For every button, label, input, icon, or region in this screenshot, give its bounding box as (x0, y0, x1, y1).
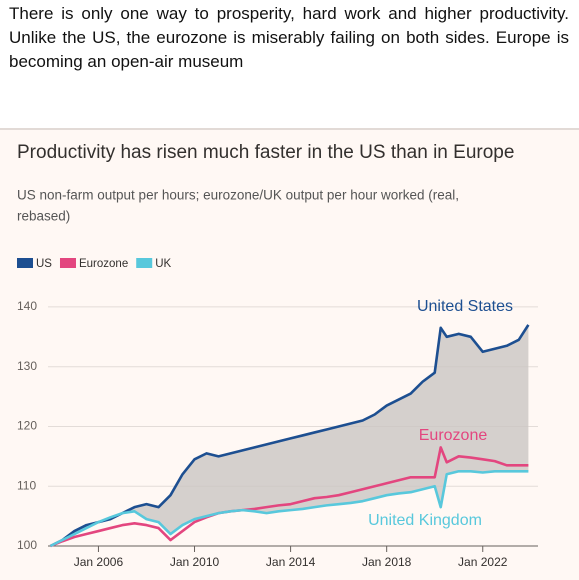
legend-label: UK (155, 258, 171, 270)
x-tick-label: Jan 2006 (74, 555, 124, 569)
y-tick-label: 120 (17, 419, 37, 433)
y-tick-label: 140 (17, 299, 37, 313)
x-tick-label: Jan 2010 (170, 555, 220, 569)
series-annotation: United Kingdom (368, 512, 482, 529)
legend-swatch (59, 258, 76, 268)
chart-subtitle: rebased) (17, 209, 70, 224)
legend-swatch (17, 258, 33, 268)
fill-between-area (50, 324, 529, 546)
series-annotation: Eurozone (419, 427, 488, 444)
series-annotation: United States (417, 298, 513, 315)
y-tick-label: 110 (17, 478, 36, 492)
chart-title: Productivity has risen much faster in th… (17, 142, 514, 163)
post-text: There is only one way to prosperity, har… (9, 4, 569, 71)
chart: Productivity has risen much faster in th… (0, 128, 579, 580)
x-tick-label: Jan 2014 (266, 555, 316, 569)
series-line (49, 324, 530, 548)
x-tick-label: Jan 2022 (458, 555, 508, 569)
series-line (49, 469, 529, 548)
y-tick-label: 130 (17, 359, 37, 373)
x-tick-label: Jan 2018 (362, 555, 412, 569)
y-tick-label: 100 (17, 538, 37, 552)
legend-swatch (136, 258, 153, 268)
chart-subtitle: US non-farm output per hours; eurozone/U… (17, 188, 459, 203)
series-line (49, 446, 529, 548)
legend-label: US (36, 258, 52, 270)
legend-label: Eurozone (79, 258, 128, 270)
